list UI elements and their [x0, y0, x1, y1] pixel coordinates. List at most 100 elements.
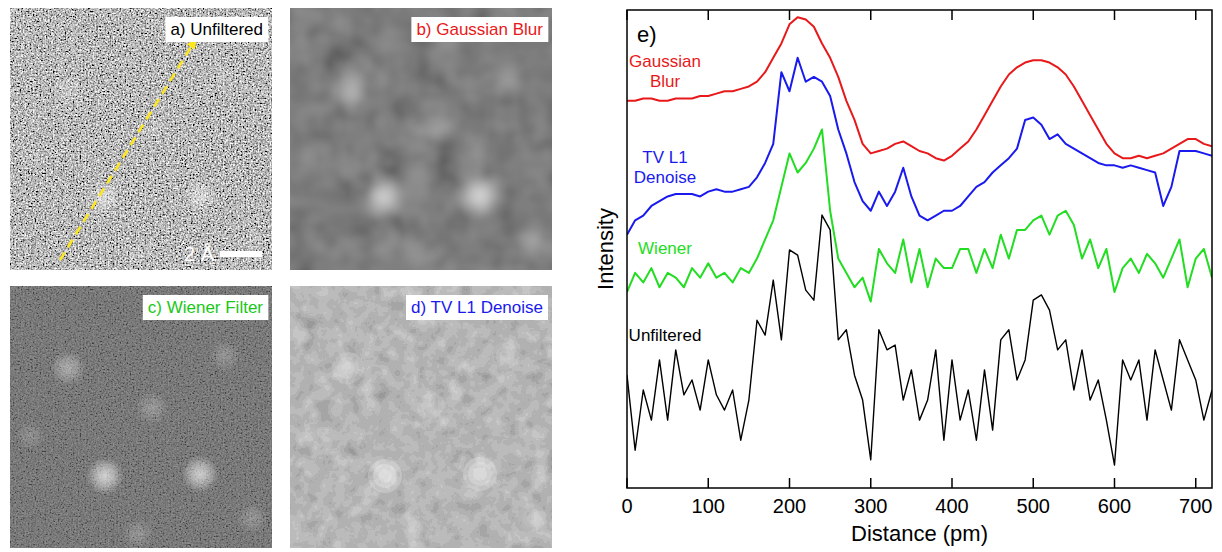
atom	[50, 350, 85, 385]
x-tick-label: 700	[1179, 495, 1212, 517]
series-label-line: Wiener	[638, 239, 692, 258]
series-line	[627, 58, 1212, 235]
panel-label: b) Gaussian Blur	[416, 20, 543, 39]
image-panel: c) Wiener Filter	[10, 286, 272, 549]
series-label-line: Blur	[650, 72, 681, 91]
panel-image	[10, 8, 272, 270]
atom	[293, 141, 327, 175]
atom	[514, 222, 550, 258]
posterized	[290, 286, 552, 548]
x-tick-label: 400	[935, 495, 968, 517]
x-tick	[789, 478, 791, 488]
atom-level	[301, 427, 319, 445]
plot-frame	[627, 10, 1212, 488]
mottle	[290, 8, 552, 270]
panel-image	[290, 8, 552, 270]
panel-label: c) Wiener Filter	[148, 298, 264, 317]
series-label-line: Gaussian	[629, 52, 701, 71]
x-tick-top	[1033, 10, 1035, 20]
atom-level	[526, 512, 537, 523]
x-tick-top	[708, 10, 710, 20]
atom-level	[404, 520, 432, 548]
atom	[181, 455, 218, 492]
atom-level	[378, 469, 392, 483]
atom-level	[337, 357, 359, 379]
label-box	[143, 295, 269, 320]
series-line	[627, 215, 1212, 465]
x-tick	[1033, 478, 1035, 488]
panel-image	[290, 286, 552, 548]
panel-image	[10, 286, 272, 548]
noise-overlay	[10, 8, 272, 270]
atom	[327, 69, 369, 111]
x-tick	[626, 478, 628, 488]
atom	[400, 238, 436, 270]
background	[10, 286, 272, 548]
image-panel: 2 Å a) Unfiltered	[10, 8, 272, 270]
x-tick	[1195, 478, 1197, 488]
panel-label: a) Unfiltered	[170, 20, 263, 39]
x-tick-label: 300	[854, 495, 887, 517]
series-label-line: Unfiltered	[629, 326, 702, 345]
x-tick-top	[626, 10, 628, 20]
series-label-line: TV L1	[642, 148, 687, 167]
atom-level	[468, 462, 492, 486]
atom-level	[491, 342, 519, 370]
x-tick	[870, 478, 872, 488]
atom-level	[342, 362, 355, 375]
background	[10, 8, 272, 270]
image-panel: d) TV L1 Denoise	[290, 286, 552, 548]
x-tick-top	[789, 10, 791, 20]
figure: 2 Å a) Unfiltered b) Gaussian Blur c) Wiene…	[0, 0, 1222, 552]
label-box	[406, 295, 548, 320]
atom	[487, 60, 523, 96]
label-box	[165, 17, 268, 42]
atom-level	[499, 350, 510, 361]
atom-level	[297, 423, 323, 449]
x-tick-top	[951, 10, 953, 20]
atom-level	[412, 528, 423, 539]
chart: 0100200300400500600700Distance (pm)Inten…	[593, 10, 1212, 546]
profile-arrow	[60, 42, 194, 260]
scale-bar	[220, 251, 262, 257]
panel-letter: e)	[637, 22, 657, 47]
x-tick-top	[1195, 10, 1197, 20]
atom	[413, 111, 452, 150]
atom	[237, 503, 268, 534]
atom	[123, 519, 154, 548]
noise	[10, 8, 272, 270]
x-tick-top	[1114, 10, 1116, 20]
atom-level	[518, 504, 546, 532]
x-tick	[951, 478, 953, 488]
panel-label: d) TV L1 Denoise	[411, 298, 543, 317]
label-box	[411, 17, 548, 42]
atom-level	[426, 402, 438, 414]
atom	[458, 174, 502, 218]
atom-level	[373, 464, 397, 488]
atom-level	[332, 352, 364, 384]
series-label: Wiener	[638, 239, 692, 258]
scale-bar-label: 2 Å	[184, 243, 215, 265]
atom	[16, 422, 45, 451]
x-tick	[708, 478, 710, 488]
atom	[86, 457, 123, 494]
plot-area	[627, 17, 1212, 465]
atom	[210, 341, 241, 372]
atom-level	[473, 467, 487, 481]
x-tick-top	[870, 10, 872, 20]
atom-level	[417, 393, 447, 423]
x-tick-label: 0	[621, 495, 632, 517]
atom-level	[495, 346, 515, 366]
atom-level	[408, 524, 428, 544]
atom-level	[368, 459, 402, 493]
x-tick-label: 500	[1017, 495, 1050, 517]
atom-level	[522, 508, 542, 528]
atom-level	[422, 398, 443, 419]
x-tick	[1114, 478, 1116, 488]
x-tick-label: 100	[692, 495, 725, 517]
series-line	[627, 17, 1212, 160]
blurred-atoms	[293, 60, 550, 270]
series-label: GaussianBlur	[629, 52, 701, 91]
series-label: TV L1Denoise	[634, 148, 696, 187]
x-axis-title: Distance (pm)	[851, 521, 988, 546]
